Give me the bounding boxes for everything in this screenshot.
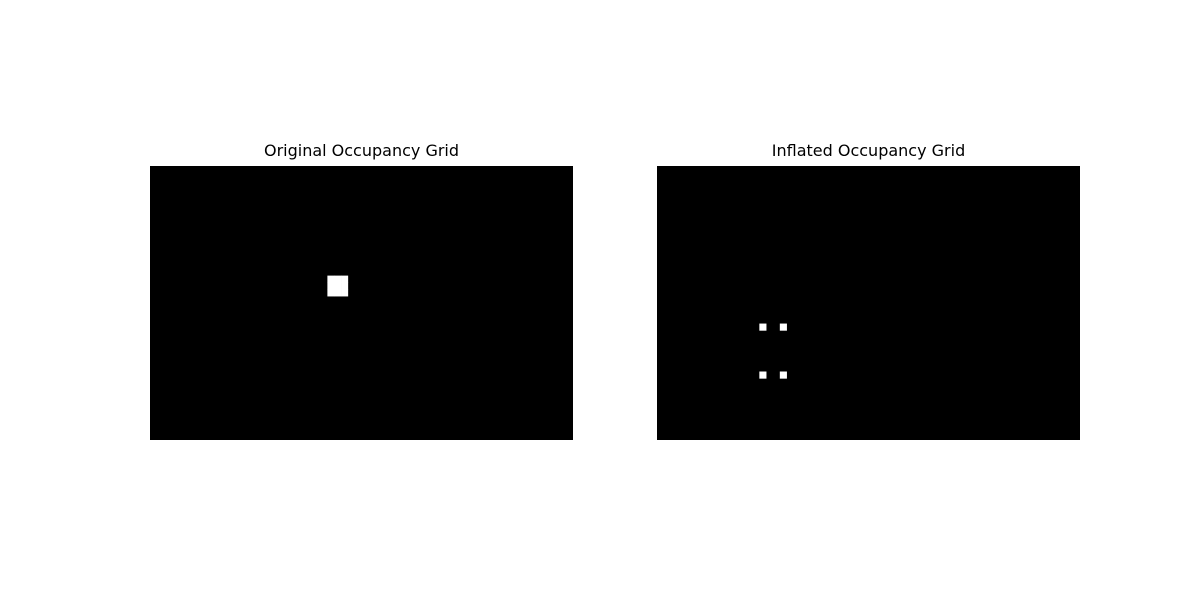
occupied-cell <box>327 275 335 283</box>
occupied-cell <box>334 289 342 297</box>
occupied-cell <box>327 289 335 297</box>
inflated-grid-title: Inflated Occupancy Grid <box>771 141 966 160</box>
occupied-cell <box>334 282 342 290</box>
occupied-cell <box>779 323 787 331</box>
original-grid-title: Original Occupancy Grid <box>263 141 460 160</box>
occupied-cell <box>759 371 767 379</box>
occupied-cell <box>341 282 349 290</box>
occupied-cell <box>341 289 349 297</box>
grid-background <box>150 166 573 440</box>
occupied-cell <box>759 323 767 331</box>
occupied-cell <box>334 275 342 283</box>
grid-background <box>657 166 1080 440</box>
original-grid-image <box>150 166 573 440</box>
inflated-grid-image <box>657 166 1080 440</box>
occupied-cell <box>341 275 349 283</box>
occupied-cell <box>327 282 335 290</box>
occupied-cell <box>779 371 787 379</box>
